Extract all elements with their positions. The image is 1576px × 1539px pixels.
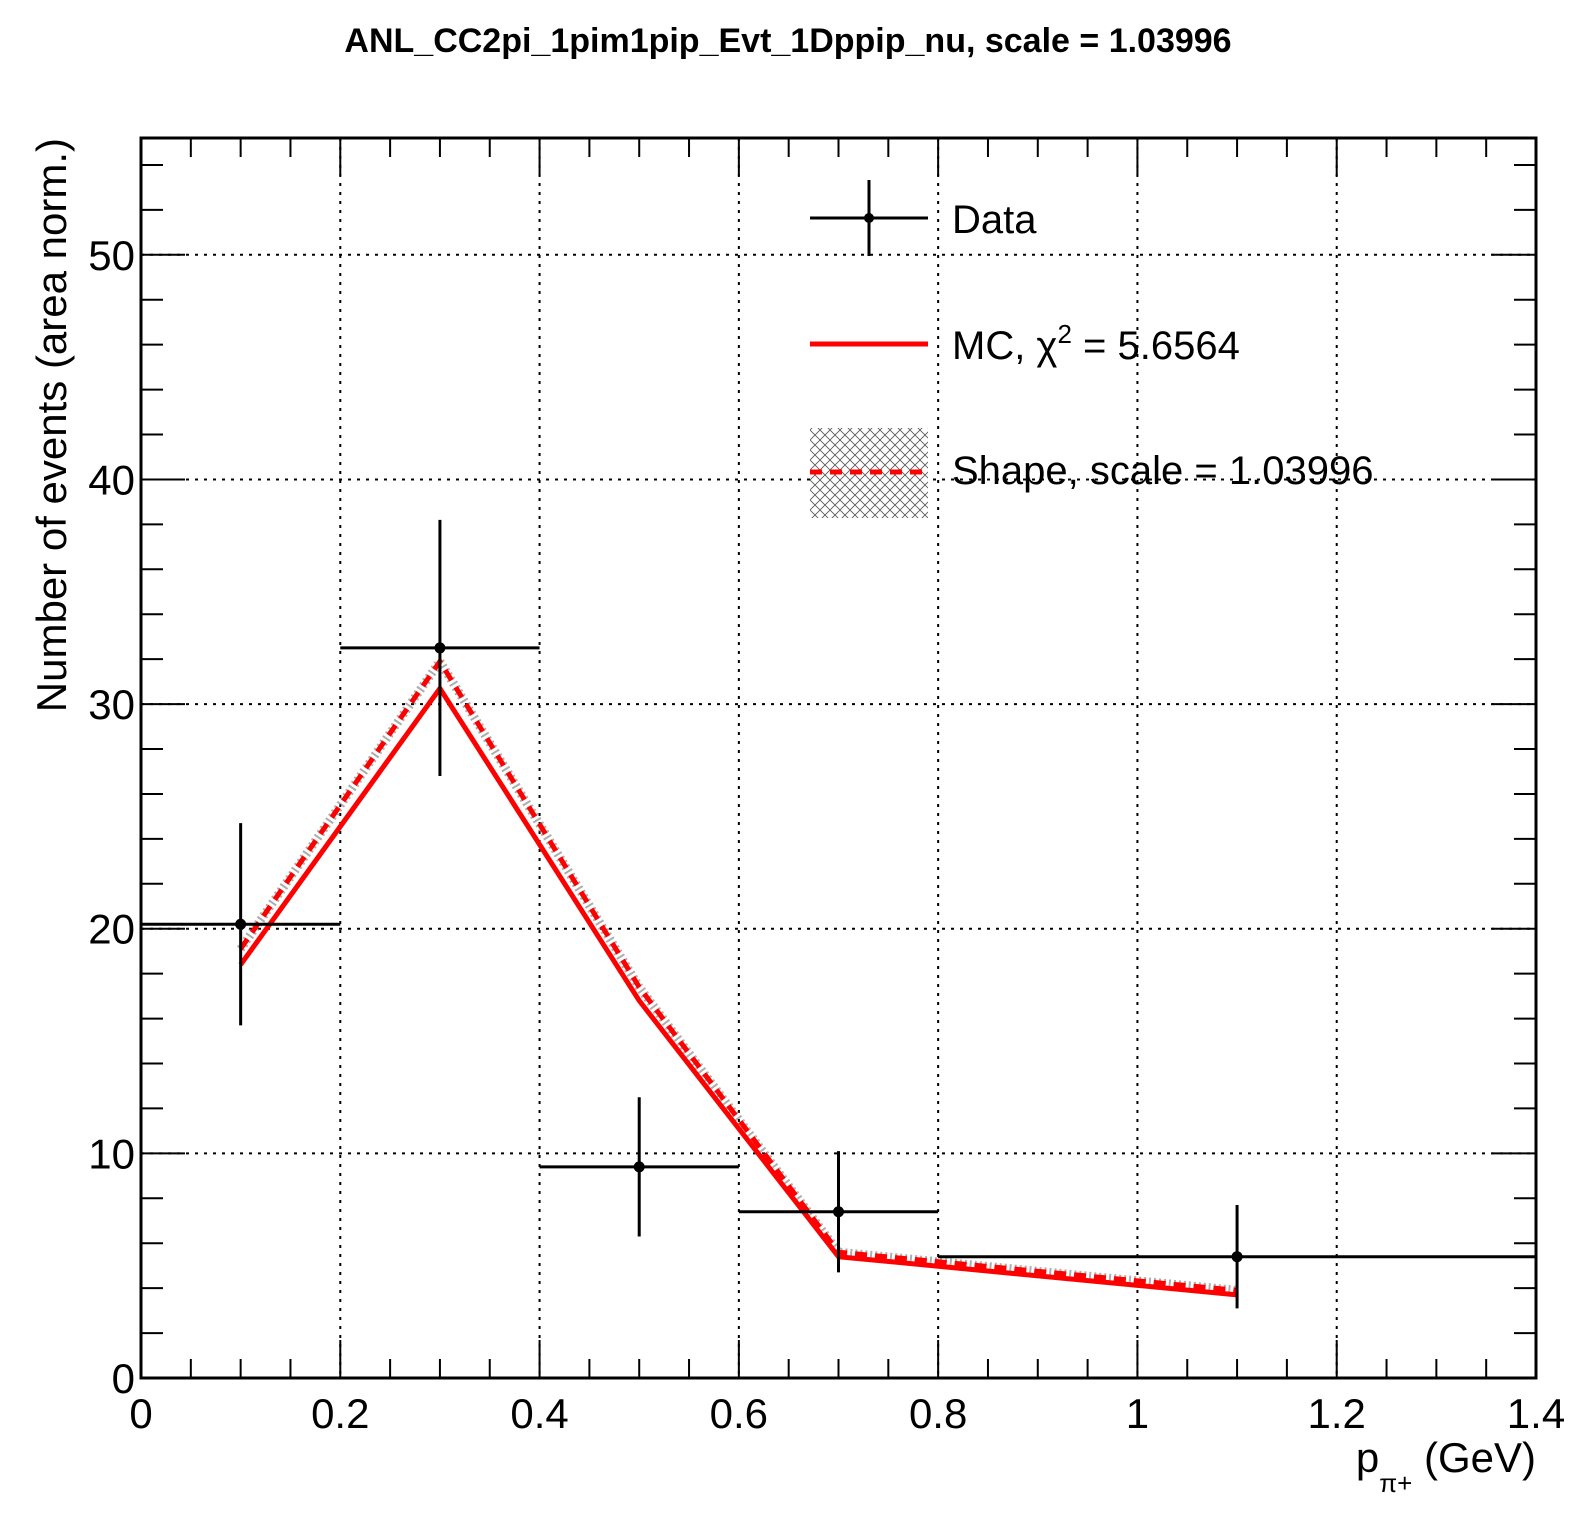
x-axis-label: pπ+ (GeV)	[1356, 1434, 1536, 1498]
legend: Data MC, χ2 = 5.6564 Shape, scale = 1.03…	[810, 180, 1373, 518]
legend-label-mc-tail: = 5.6564	[1072, 324, 1240, 368]
mc-line	[238, 683, 1238, 1298]
series-layer	[141, 519, 1536, 1309]
x-tick-label-5: 1	[1126, 1390, 1149, 1437]
y-tick-label-2: 20	[88, 906, 135, 953]
data-point-1	[434, 642, 446, 654]
legend-label-data: Data	[952, 198, 1037, 242]
tick-labels: 0 0.2 0.4 0.6 0.8 1 1.2 1.4 0 10 20 30 40 50	[88, 232, 1565, 1437]
legend-label-mc: MC, χ2 = 5.6564	[952, 319, 1240, 368]
legend-label-mc-name: MC, χ	[952, 324, 1057, 368]
legend-label-shape: Shape, scale = 1.03996	[952, 449, 1373, 493]
data-point-3	[833, 1206, 844, 1218]
y-tick-label-0: 0	[112, 1355, 135, 1402]
legend-entry-mc: MC, χ2 = 5.6564	[810, 319, 1240, 368]
grid-lines	[141, 138, 1536, 1378]
chart-title: ANL_CC2pi_1pim1pip_Evt_1Dppip_nu, scale …	[344, 22, 1231, 60]
shape-line	[238, 656, 1238, 1293]
x-tick-label-2: 0.4	[510, 1390, 568, 1437]
y-tick-label-1: 10	[88, 1130, 135, 1177]
x-axis-label-unit: (GeV)	[1412, 1434, 1536, 1481]
x-axis-label-main: p	[1356, 1434, 1379, 1481]
x-tick-label-6: 1.2	[1308, 1390, 1366, 1437]
y-tick-label-5: 50	[88, 232, 135, 279]
x-tick-label-0: 0	[129, 1390, 152, 1437]
x-tick-label-3: 0.6	[710, 1390, 768, 1437]
legend-entry-data: Data	[810, 180, 1037, 256]
x-axis-label-sub: π+	[1379, 1468, 1412, 1498]
x-tick-label-7: 1.4	[1507, 1390, 1565, 1437]
legend-label-mc-sup: 2	[1057, 319, 1071, 349]
plot-frame	[139, 136, 1538, 1380]
legend-entry-shape: Shape, scale = 1.03996	[810, 428, 1373, 518]
data-point-0	[235, 918, 247, 930]
data-point-4	[1231, 1251, 1243, 1263]
x-tick-label-1: 0.2	[311, 1390, 369, 1437]
y-axis-label: Number of events (area norm.)	[28, 138, 75, 712]
x-tick-label-4: 0.8	[909, 1390, 967, 1437]
y-tick-label-3: 30	[88, 681, 135, 728]
data-point-2	[633, 1161, 645, 1173]
y-tick-label-4: 40	[88, 456, 135, 503]
